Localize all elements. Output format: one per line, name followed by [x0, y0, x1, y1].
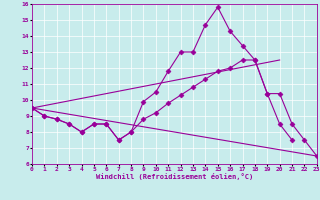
X-axis label: Windchill (Refroidissement éolien,°C): Windchill (Refroidissement éolien,°C): [96, 173, 253, 180]
